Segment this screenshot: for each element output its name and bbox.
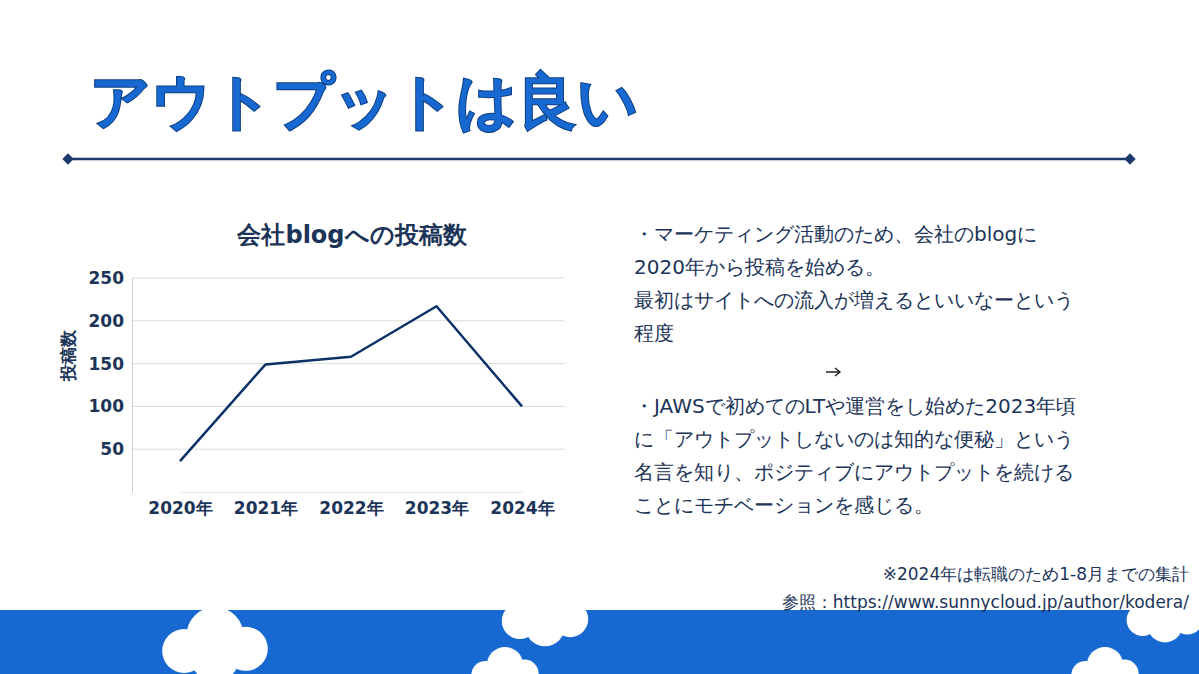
grid-line (132, 278, 565, 279)
x-tick: 2024年 (490, 492, 554, 518)
header-rule (68, 158, 1130, 161)
x-tick-label: 2022年 (319, 498, 383, 518)
bullet-list: ・マーケティング活動のため、会社のblogに2020年から投稿を始める。最初はサ… (634, 218, 1084, 544)
arrow-row (634, 356, 1084, 378)
cloud-puff (1147, 607, 1182, 642)
cloud (471, 647, 538, 674)
bullet-line: ・JAWSで初めてのLTや運営をし始めた2023年頃に「アウトプットしないのは知… (634, 390, 1084, 522)
cloud (502, 585, 588, 646)
cloud (1071, 647, 1138, 674)
cloud-puff (191, 633, 239, 674)
reference: 参照：https://www.sunnycloud.jp/author/kode… (782, 588, 1189, 616)
y-tick: 200 (89, 311, 133, 331)
grid-line (132, 320, 565, 321)
x-axis: 2020年 2021年 2022年 2023年 2024年 (148, 492, 554, 518)
cloud (162, 607, 268, 674)
x-tick: 2022年 (319, 492, 383, 518)
arrow-shape (826, 368, 840, 376)
y-tick-label: 150 (89, 354, 125, 374)
data-line (180, 306, 522, 461)
y-tick: 150 (89, 354, 133, 374)
arrow-icon (824, 365, 844, 379)
cloud-puff (525, 607, 565, 647)
rule-dot (62, 153, 73, 164)
cloud-puff (490, 664, 521, 674)
note: ※2024年は転職のため1-8月までの集計 (782, 560, 1189, 588)
slide: アウトプットは良い会社blogへの投稿数投稿数 50 100 150 200 250 202… (0, 0, 1199, 674)
notes: ※2024年は転職のため1-8月までの集計参照：https://www.sunn… (782, 560, 1189, 616)
bullet-line: ・マーケティング活動のため、会社のblogに2020年から投稿を始める。 (634, 218, 1084, 284)
y-tick: 250 (89, 268, 133, 288)
grid-line (132, 406, 565, 407)
rule-dot (1124, 153, 1135, 164)
x-tick-label: 2023年 (405, 498, 469, 518)
x-tick: 2021年 (234, 492, 298, 518)
x-tick-label: 2021年 (234, 498, 298, 518)
x-axis-line (181, 492, 523, 493)
bullet: ・マーケティング活動のため、会社のblogに2020年から投稿を始める。最初はサ… (634, 218, 1084, 350)
y-tick-label: 100 (89, 396, 125, 416)
y-axis: 50 100 150 200 250 (89, 268, 133, 493)
chart-title: 会社blogへの投稿数 (236, 221, 467, 249)
y-tick: 100 (89, 396, 133, 416)
grid (132, 278, 565, 449)
grid-line (132, 449, 565, 450)
footer-band (0, 610, 1199, 674)
cloud-puff (1090, 664, 1121, 674)
x-tick: 2020年 (148, 492, 212, 518)
plot-area (180, 306, 522, 461)
bullet-line: 最初はサイトへの流入が増えるといいなーという程度 (634, 284, 1084, 350)
y-axis-line (132, 279, 133, 493)
bullet: ・JAWSで初めてのLTや運営をし始めた2023年頃に「アウトプットしないのは知… (634, 390, 1084, 522)
x-tick: 2023年 (405, 492, 469, 518)
x-tick-label: 2024年 (490, 498, 554, 518)
y-tick: 50 (100, 439, 132, 459)
y-axis-title: 投稿数 (58, 329, 78, 382)
slide-title: アウトプットは良い (90, 66, 638, 136)
y-tick-label: 200 (89, 311, 125, 331)
y-tick-label: 50 (100, 439, 124, 459)
y-tick-label: 250 (89, 268, 125, 288)
x-tick-label: 2020年 (148, 498, 212, 518)
grid-line (132, 363, 565, 364)
